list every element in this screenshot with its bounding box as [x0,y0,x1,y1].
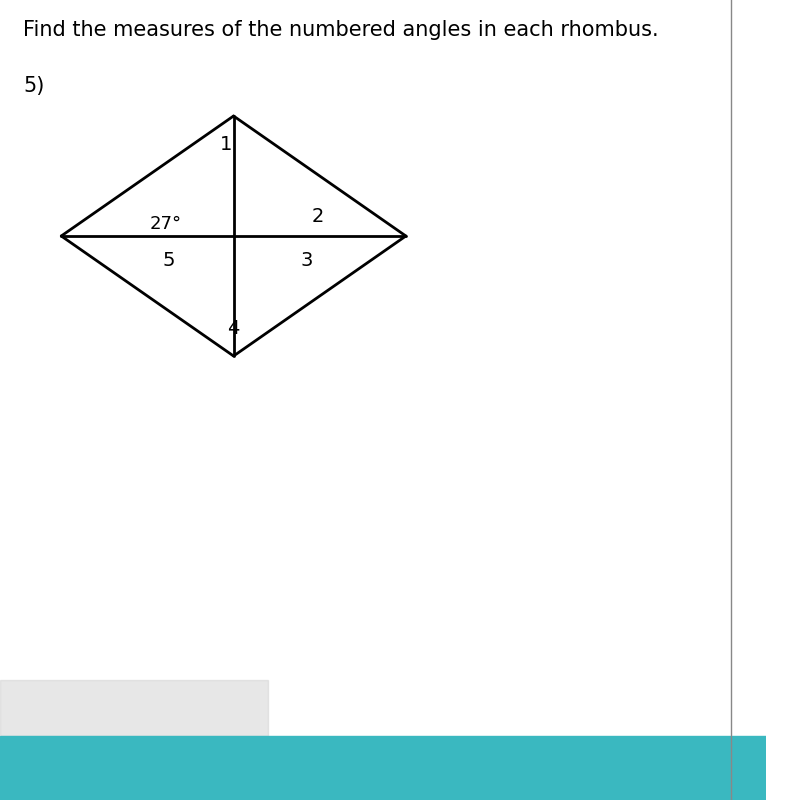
Text: 2: 2 [312,206,324,226]
Text: 5): 5) [23,76,44,96]
Text: 27°: 27° [150,215,182,233]
Bar [0,736,766,800]
Text: Find the measures of the numbered angles in each rhombus.: Find the measures of the numbered angles… [23,20,658,40]
Text: 3: 3 [300,250,313,270]
Bar [0,680,268,736]
Text: 1: 1 [220,134,232,154]
Text: 5: 5 [162,250,174,270]
Text: 4: 4 [227,318,240,338]
